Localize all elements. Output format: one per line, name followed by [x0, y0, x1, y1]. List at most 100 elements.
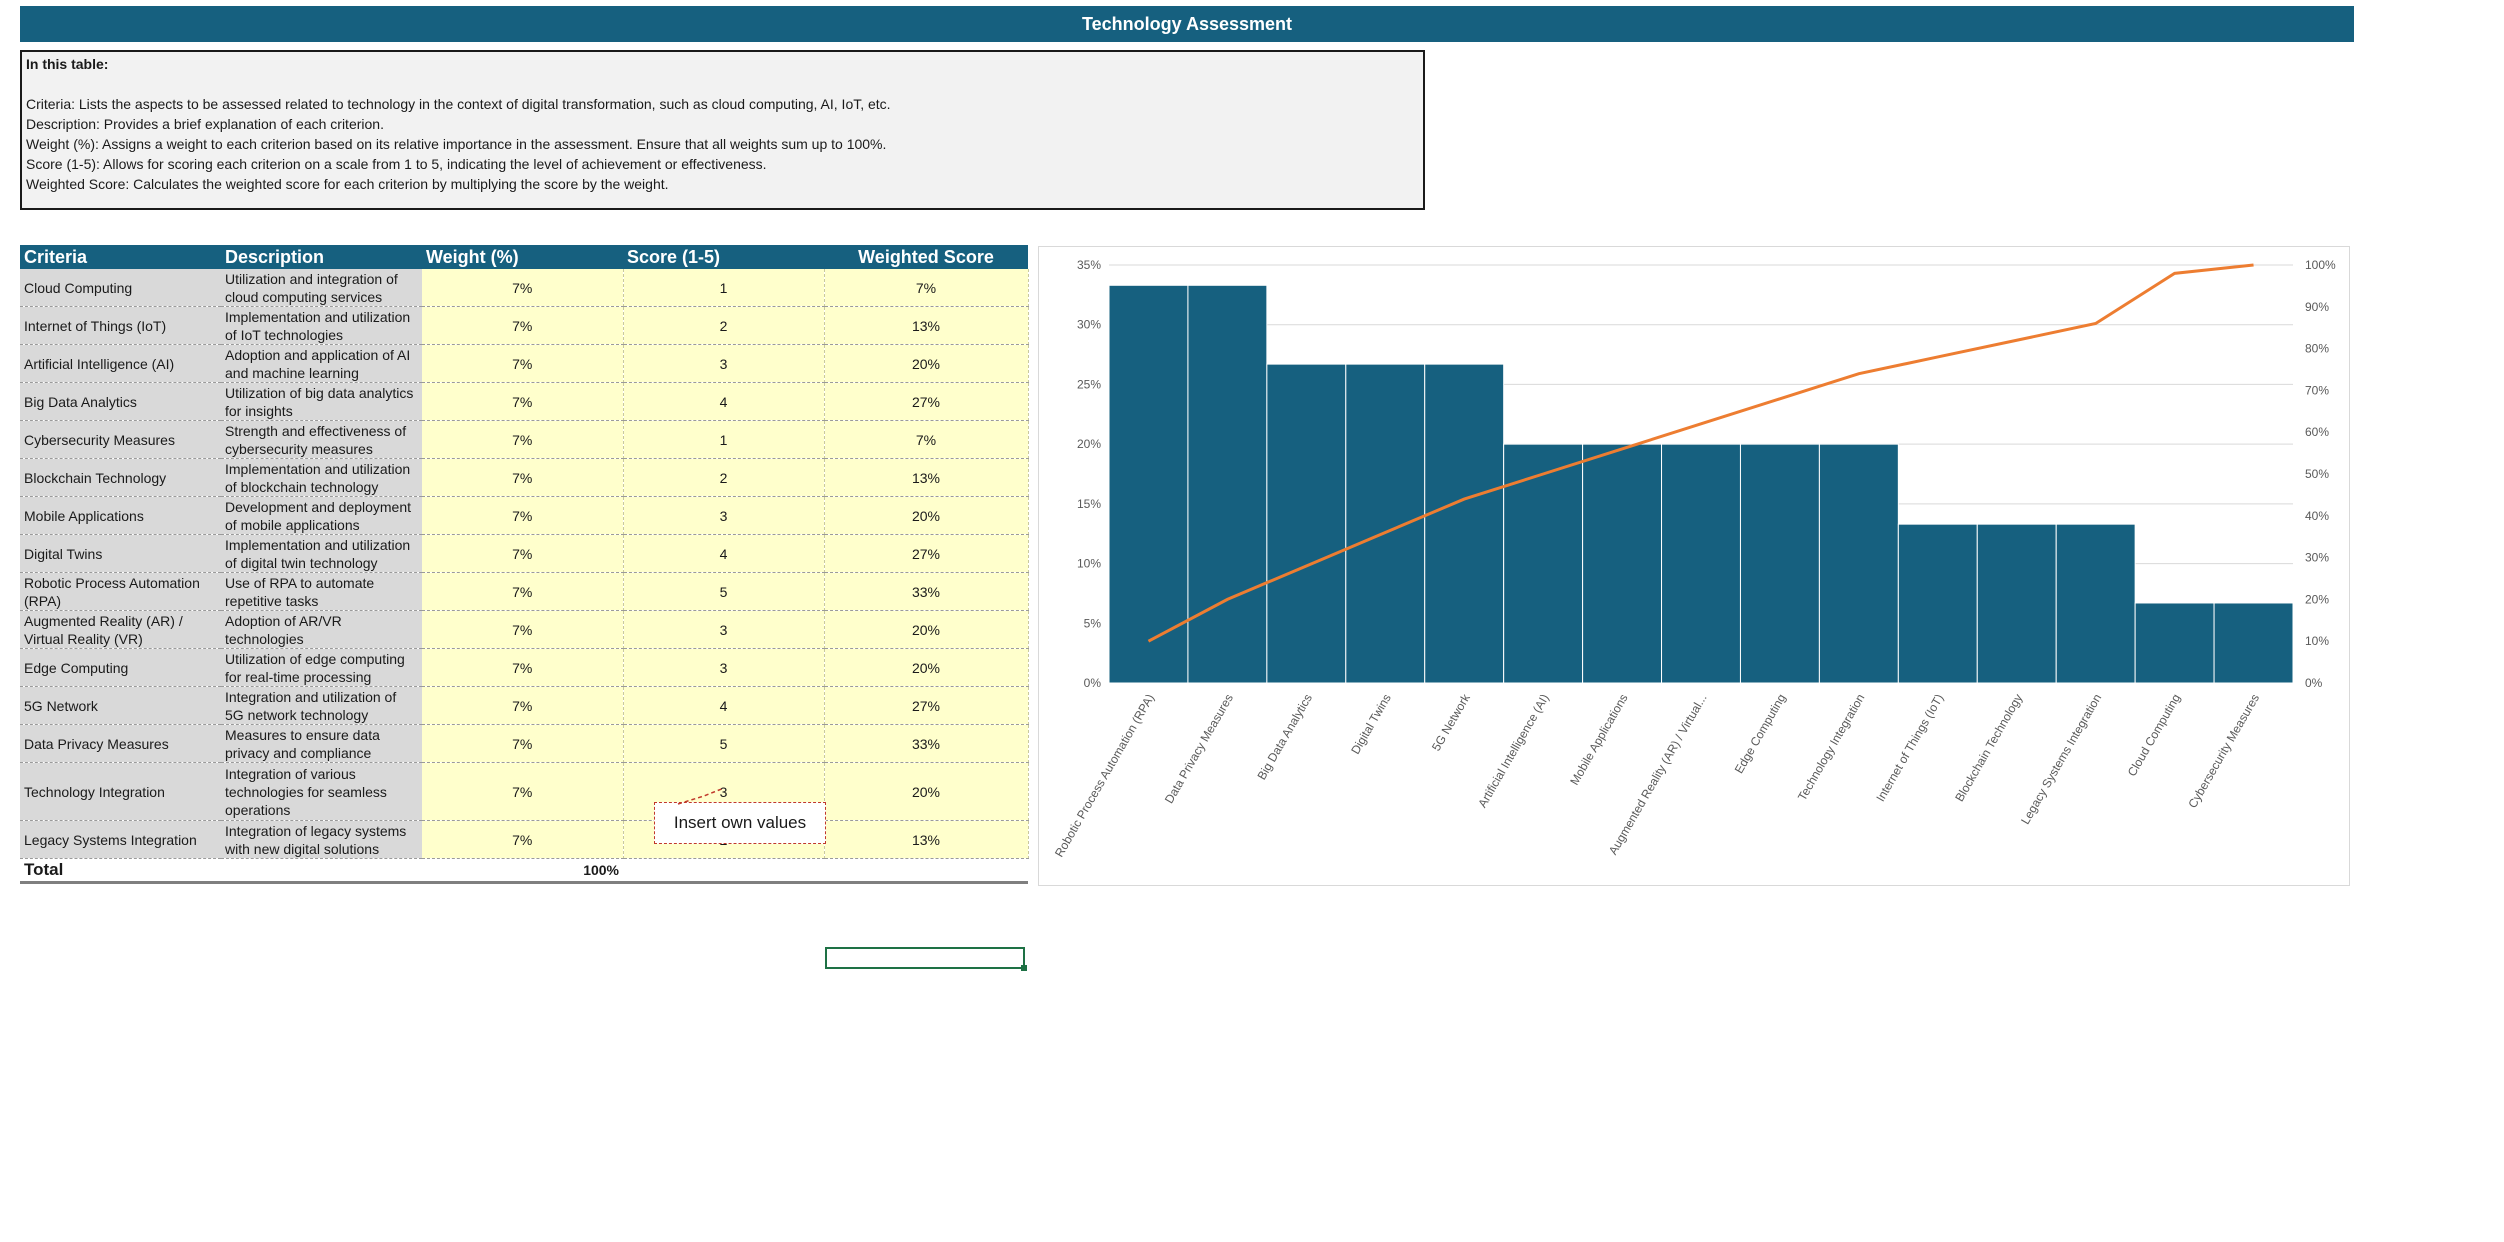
header-description[interactable]: Description	[221, 245, 422, 269]
weighted-score-cell[interactable]: 33%	[824, 572, 1029, 611]
pareto-chart[interactable]: 0% 5% 10% 15% 20% 25% 30% 35% 0% 10% 20% 30% 40% 50% 6…	[1038, 246, 2350, 886]
bar	[1187, 284, 1268, 684]
description-cell[interactable]: Development and deployment of mobile app…	[221, 496, 422, 535]
weighted-score-cell[interactable]: 27%	[824, 686, 1029, 725]
score-cell[interactable]: 3	[623, 648, 825, 687]
score-cell[interactable]: 4	[623, 686, 825, 725]
description-cell[interactable]: Implementation and utilization of digita…	[221, 534, 422, 573]
total-blank-cell[interactable]	[623, 858, 824, 884]
total-weight[interactable]: 100%	[422, 858, 623, 884]
y2-tick-label: 0%	[2305, 676, 2323, 690]
criteria-cell[interactable]: Digital Twins	[20, 534, 221, 573]
description-cell[interactable]: Utilization of edge computing for real-t…	[221, 648, 422, 687]
description-cell[interactable]: Strength and effectiveness of cybersecur…	[221, 420, 422, 459]
weight-cell[interactable]: 7%	[422, 420, 624, 459]
weighted-score-cell[interactable]: 7%	[824, 420, 1029, 459]
criteria-cell[interactable]: Data Privacy Measures	[20, 724, 221, 763]
criteria-cell[interactable]: Augmented Reality (AR) / Virtual Reality…	[20, 610, 221, 649]
weight-cell[interactable]: 7%	[422, 382, 624, 421]
weight-cell[interactable]: 7%	[422, 648, 624, 687]
description-cell[interactable]: Implementation and utilization of blockc…	[221, 458, 422, 497]
score-cell[interactable]: 2	[623, 306, 825, 345]
weight-cell[interactable]: 7%	[422, 534, 624, 573]
y2-tick-label: 100%	[2305, 258, 2336, 272]
score-cell[interactable]: 2	[623, 458, 825, 497]
weight-cell[interactable]: 7%	[422, 496, 624, 535]
weight-cell[interactable]: 7%	[422, 610, 624, 649]
weighted-score-cell[interactable]: 27%	[824, 534, 1029, 573]
header-weight[interactable]: Weight (%)	[422, 245, 623, 269]
score-cell[interactable]: 5	[623, 572, 825, 611]
weight-cell[interactable]: 7%	[422, 762, 624, 821]
weight-cell[interactable]: 7%	[422, 572, 624, 611]
score-cell[interactable]: 3	[623, 496, 825, 535]
description-cell[interactable]: Use of RPA to automate repetitive tasks	[221, 572, 422, 611]
total-label[interactable]: Total	[20, 858, 221, 884]
chart-canvas: 0% 5% 10% 15% 20% 25% 30% 35% 0% 10% 20% 30% 40% 50% 6…	[1052, 258, 2336, 859]
criteria-cell[interactable]: Legacy Systems Integration	[20, 820, 221, 859]
weight-cell[interactable]: 7%	[422, 306, 624, 345]
description-cell[interactable]: Adoption and application of AI and machi…	[221, 344, 422, 383]
criteria-cell[interactable]: Mobile Applications	[20, 496, 221, 535]
description-cell[interactable]: Integration of legacy systems with new d…	[221, 820, 422, 859]
weighted-score-cell[interactable]: 20%	[824, 610, 1029, 649]
weight-cell[interactable]: 7%	[422, 269, 624, 307]
description-cell[interactable]: Measures to ensure data privacy and comp…	[221, 724, 422, 763]
description-cell[interactable]: Integration and utilization of 5G networ…	[221, 686, 422, 725]
score-cell[interactable]: 1	[623, 420, 825, 459]
criteria-cell[interactable]: 5G Network	[20, 686, 221, 725]
instructions-textbox[interactable]: In this table: Criteria: Lists the aspec…	[20, 50, 1425, 210]
total-blank-cell[interactable]	[221, 858, 422, 884]
weighted-score-cell[interactable]: 13%	[824, 458, 1029, 497]
criteria-cell[interactable]: Robotic Process Automation (RPA)	[20, 572, 221, 611]
header-score[interactable]: Score (1-5)	[623, 245, 824, 269]
weighted-score-cell[interactable]: 20%	[824, 762, 1029, 821]
criteria-cell[interactable]: Edge Computing	[20, 648, 221, 687]
weighted-score-cell[interactable]: 13%	[824, 820, 1029, 859]
y-tick-label: 10%	[1077, 557, 1101, 571]
weighted-score-cell[interactable]: 20%	[824, 344, 1029, 383]
score-cell[interactable]: 1	[623, 269, 825, 307]
category-label: 5G Network	[1429, 691, 1473, 754]
sheet-title[interactable]: Technology Assessment	[20, 6, 2354, 42]
description-cell[interactable]: Implementation and utilization of IoT te…	[221, 306, 422, 345]
score-cell[interactable]: 4	[623, 534, 825, 573]
criteria-cell[interactable]: Internet of Things (IoT)	[20, 306, 221, 345]
insert-values-callout[interactable]: Insert own values	[654, 802, 826, 844]
weighted-score-cell[interactable]: 20%	[824, 648, 1029, 687]
description-cell[interactable]: Integration of various technologies for …	[221, 762, 422, 821]
score-cell[interactable]: 3	[623, 610, 825, 649]
header-criteria[interactable]: Criteria	[20, 245, 221, 269]
criteria-cell[interactable]: Artificial Intelligence (AI)	[20, 344, 221, 383]
weighted-score-cell[interactable]: 20%	[824, 496, 1029, 535]
weight-cell[interactable]: 7%	[422, 458, 624, 497]
fill-handle[interactable]	[1021, 965, 1027, 971]
bar	[1976, 523, 2057, 684]
score-cell[interactable]: 5	[623, 724, 825, 763]
description-cell[interactable]: Utilization and integration of cloud com…	[221, 269, 422, 307]
criteria-cell[interactable]: Cloud Computing	[20, 269, 221, 307]
weight-cell[interactable]: 7%	[422, 686, 624, 725]
weighted-score-cell[interactable]: 13%	[824, 306, 1029, 345]
criteria-cell[interactable]: Cybersecurity Measures	[20, 420, 221, 459]
criteria-cell[interactable]: Technology Integration	[20, 762, 221, 821]
table-row: 5G Network Integration and utilization of…	[20, 686, 1029, 725]
bar	[1266, 363, 1347, 684]
criteria-cell[interactable]: Blockchain Technology	[20, 458, 221, 497]
score-cell[interactable]: 3	[623, 344, 825, 383]
y2-tick-label: 20%	[2305, 592, 2329, 606]
criteria-cell[interactable]: Big Data Analytics	[20, 382, 221, 421]
header-weighted-score[interactable]: Weighted Score	[824, 245, 1028, 269]
weight-cell[interactable]: 7%	[422, 820, 624, 859]
weighted-score-cell[interactable]: 33%	[824, 724, 1029, 763]
weighted-score-cell[interactable]: 27%	[824, 382, 1029, 421]
score-cell[interactable]: 4	[623, 382, 825, 421]
description-cell[interactable]: Utilization of big data analytics for in…	[221, 382, 422, 421]
total-blank-cell[interactable]	[824, 858, 1028, 884]
description-cell[interactable]: Adoption of AR/VR technologies	[221, 610, 422, 649]
weight-cell[interactable]: 7%	[422, 724, 624, 763]
selected-cell[interactable]	[825, 947, 1027, 971]
weighted-score-cell[interactable]: 7%	[824, 269, 1029, 307]
table-row: Digital Twins Implementation and utilizat…	[20, 534, 1029, 573]
weight-cell[interactable]: 7%	[422, 344, 624, 383]
